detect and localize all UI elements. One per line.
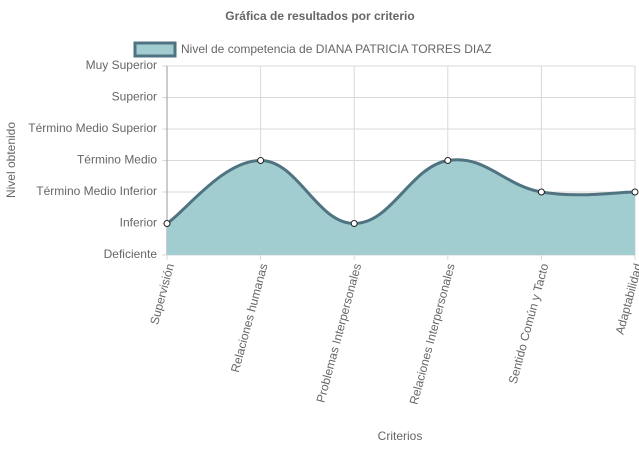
y-tick-label: Inferior xyxy=(120,216,157,230)
x-tick-label: Relaciones humanas xyxy=(228,262,271,374)
chart-title: Gráfica de resultados por criterio xyxy=(225,9,414,23)
y-tick-label: Término Medio Inferior xyxy=(36,184,157,198)
y-tick-label: Término Medio xyxy=(77,153,157,167)
x-tick-label: Sentido Común y Tacto xyxy=(506,262,552,386)
x-tick-label: Relaciones Interpersonales xyxy=(407,262,458,406)
point xyxy=(350,220,358,227)
point xyxy=(444,157,452,164)
legend-label: Nivel de competencia de DIANA PATRICIA T… xyxy=(181,42,492,56)
x-axis-title: Criterios xyxy=(378,429,423,443)
y-tick-label: Término Medio Superior xyxy=(28,121,157,135)
y-tick-label: Superior xyxy=(112,90,157,104)
y-tick-label: Muy Superior xyxy=(86,58,157,72)
point xyxy=(163,220,171,227)
area xyxy=(167,159,635,255)
x-tick-label: Adaptabilidad xyxy=(613,262,639,336)
y-axis-title: Nivel obtenido xyxy=(4,122,18,198)
y-tick-label: Deficiente xyxy=(104,247,158,261)
x-tick-label: Supervisión xyxy=(147,262,177,326)
legend-swatch xyxy=(133,41,177,58)
point xyxy=(257,157,265,164)
point xyxy=(631,188,639,196)
point xyxy=(537,188,545,196)
x-tick-label: Problemas Interpersonales xyxy=(314,262,365,404)
